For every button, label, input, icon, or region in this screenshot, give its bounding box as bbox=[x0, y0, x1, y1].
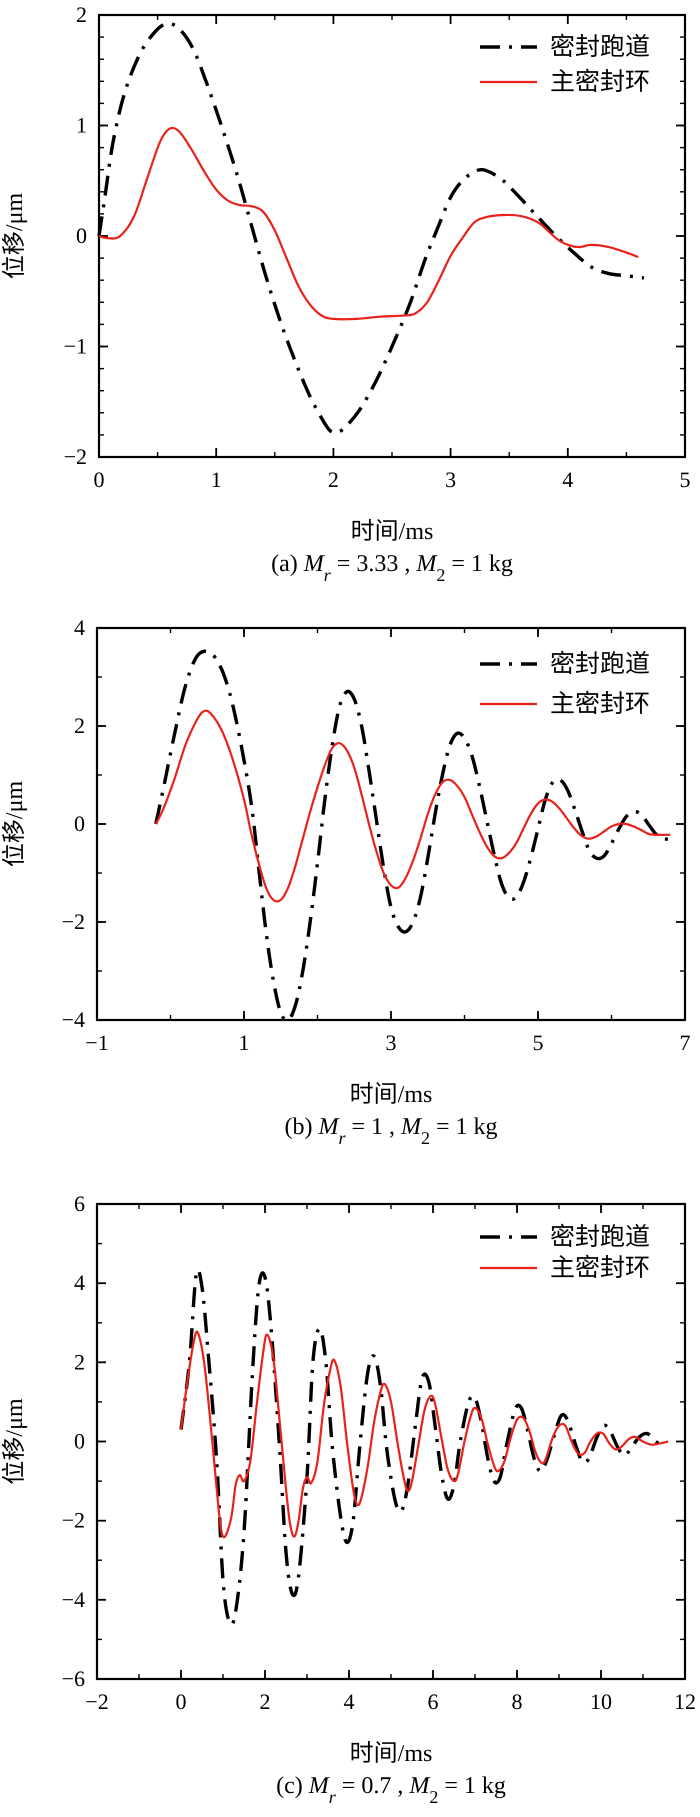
svg-text:−4: −4 bbox=[62, 1007, 85, 1032]
svg-text:0: 0 bbox=[74, 1429, 85, 1454]
svg-text:1: 1 bbox=[239, 1030, 250, 1055]
svg-text:−2: −2 bbox=[62, 1508, 85, 1533]
svg-text:−2: −2 bbox=[62, 909, 85, 934]
svg-text:0: 0 bbox=[76, 223, 87, 248]
svg-text:6: 6 bbox=[74, 1191, 85, 1216]
svg-text:位移/μm: 位移/μm bbox=[1, 781, 28, 868]
svg-text:位移/μm: 位移/μm bbox=[1, 193, 28, 280]
svg-text:7: 7 bbox=[680, 1030, 691, 1055]
svg-text:3: 3 bbox=[445, 467, 456, 492]
svg-text:1: 1 bbox=[211, 467, 222, 492]
svg-text:12: 12 bbox=[674, 1689, 696, 1714]
svg-text:2: 2 bbox=[260, 1689, 271, 1714]
svg-text:2: 2 bbox=[74, 713, 85, 738]
svg-text:−2: −2 bbox=[85, 1689, 108, 1714]
svg-text:2: 2 bbox=[328, 467, 339, 492]
svg-text:1: 1 bbox=[76, 113, 87, 138]
svg-text:10: 10 bbox=[590, 1689, 612, 1714]
svg-text:密封跑道: 密封跑道 bbox=[550, 1223, 650, 1251]
svg-text:5: 5 bbox=[680, 467, 691, 492]
svg-text:5: 5 bbox=[533, 1030, 544, 1055]
svg-text:时间/ms: 时间/ms bbox=[350, 1081, 433, 1108]
svg-text:位移/μm: 位移/μm bbox=[1, 1398, 28, 1485]
svg-text:密封跑道: 密封跑道 bbox=[550, 33, 650, 61]
svg-text:−4: −4 bbox=[62, 1587, 85, 1612]
svg-text:密封跑道: 密封跑道 bbox=[550, 650, 650, 678]
svg-text:0: 0 bbox=[74, 811, 85, 836]
svg-text:时间/ms: 时间/ms bbox=[350, 1740, 433, 1767]
svg-text:时间/ms: 时间/ms bbox=[351, 518, 434, 545]
svg-text:−1: −1 bbox=[85, 1030, 108, 1055]
svg-text:0: 0 bbox=[176, 1689, 187, 1714]
svg-text:4: 4 bbox=[344, 1689, 355, 1714]
svg-text:4: 4 bbox=[74, 1270, 85, 1295]
svg-text:主密封环: 主密封环 bbox=[550, 1254, 650, 1282]
svg-text:4: 4 bbox=[562, 467, 573, 492]
svg-text:主密封环: 主密封环 bbox=[550, 68, 650, 96]
svg-text:主密封环: 主密封环 bbox=[550, 690, 650, 718]
svg-text:6: 6 bbox=[428, 1689, 439, 1714]
svg-text:2: 2 bbox=[74, 1349, 85, 1374]
svg-text:−6: −6 bbox=[62, 1666, 85, 1691]
svg-text:8: 8 bbox=[512, 1689, 523, 1714]
svg-text:4: 4 bbox=[74, 615, 85, 640]
svg-text:3: 3 bbox=[386, 1030, 397, 1055]
svg-text:−2: −2 bbox=[64, 444, 87, 469]
svg-text:2: 2 bbox=[76, 2, 87, 27]
svg-text:0: 0 bbox=[94, 467, 105, 492]
svg-text:−1: −1 bbox=[64, 334, 87, 359]
